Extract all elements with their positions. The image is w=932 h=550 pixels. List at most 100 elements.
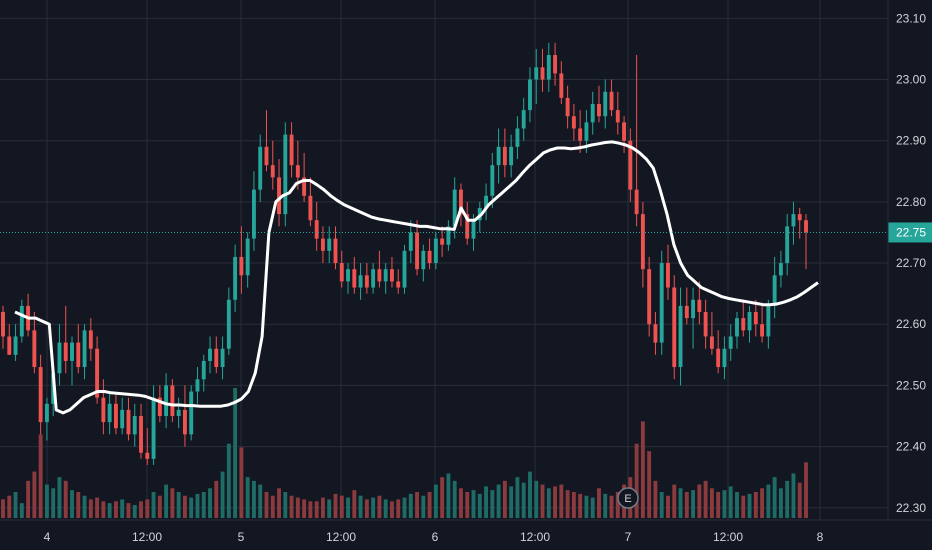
candle-body[interactable] xyxy=(151,397,156,459)
candle-body[interactable] xyxy=(452,189,457,227)
candle-body[interactable] xyxy=(70,342,74,361)
candle-body[interactable] xyxy=(521,110,526,129)
candle-body[interactable] xyxy=(346,269,350,282)
candle-body[interactable] xyxy=(314,220,319,239)
candle-body[interactable] xyxy=(402,250,407,288)
candle-body[interactable] xyxy=(546,55,551,80)
candle-body[interactable] xyxy=(189,391,194,435)
earnings-marker-icon[interactable] xyxy=(617,487,639,509)
candle-body[interactable] xyxy=(295,165,300,178)
candle-body[interactable] xyxy=(277,177,281,215)
candle-body[interactable] xyxy=(13,336,18,355)
candle-body[interactable] xyxy=(622,122,627,141)
candle-body[interactable] xyxy=(571,116,576,129)
candle-body[interactable] xyxy=(258,146,263,190)
candle-body[interactable] xyxy=(38,367,43,423)
candle-body[interactable] xyxy=(772,275,777,306)
candle-body[interactable] xyxy=(653,324,658,343)
candle-body[interactable] xyxy=(684,305,689,319)
candle-body[interactable] xyxy=(804,220,808,233)
candle-body[interactable] xyxy=(615,110,620,123)
candle-body[interactable] xyxy=(182,409,187,435)
candle-body[interactable] xyxy=(678,305,683,368)
candle-body[interactable] xyxy=(603,91,608,117)
candle-body[interactable] xyxy=(584,122,589,141)
candle-body[interactable] xyxy=(703,312,708,337)
candle-body[interactable] xyxy=(647,269,652,325)
candle-body[interactable] xyxy=(157,397,162,416)
candle-body[interactable] xyxy=(132,416,137,435)
candle-body[interactable] xyxy=(559,73,564,98)
candle-body[interactable] xyxy=(528,79,532,111)
candle-body[interactable] xyxy=(283,134,288,215)
candle-body[interactable] xyxy=(760,324,765,337)
candle-body[interactable] xyxy=(716,348,721,368)
candle-body[interactable] xyxy=(415,232,419,270)
candle-body[interactable] xyxy=(634,189,639,215)
candle-body[interactable] xyxy=(540,67,545,80)
earnings-event[interactable]: E xyxy=(617,487,639,509)
candle-body[interactable] xyxy=(666,263,670,288)
candle-body[interactable] xyxy=(176,409,181,416)
candle-body[interactable] xyxy=(496,146,501,166)
candle-body[interactable] xyxy=(797,214,802,221)
candle-body[interactable] xyxy=(766,305,771,337)
candle-body[interactable] xyxy=(1,312,5,337)
candle-body[interactable] xyxy=(239,256,244,276)
candle-body[interactable] xyxy=(459,189,463,215)
candle-body[interactable] xyxy=(101,397,106,423)
candle-body[interactable] xyxy=(697,299,702,312)
candle-body[interactable] xyxy=(709,336,714,349)
candle-body[interactable] xyxy=(164,385,169,416)
candle-body[interactable] xyxy=(628,140,633,190)
candle-body[interactable] xyxy=(465,214,470,239)
candle-body[interactable] xyxy=(226,299,231,349)
candle-body[interactable] xyxy=(753,312,758,325)
candle-body[interactable] xyxy=(19,305,24,337)
candle-body[interactable] xyxy=(421,250,426,270)
candle-body[interactable] xyxy=(44,403,49,423)
candle-body[interactable] xyxy=(32,330,37,368)
candle-body[interactable] xyxy=(339,263,344,282)
candle-body[interactable] xyxy=(433,238,438,264)
candle-body[interactable] xyxy=(195,379,200,392)
candle-body[interactable] xyxy=(509,146,514,166)
candle-body[interactable] xyxy=(120,409,125,429)
candle-body[interactable] xyxy=(785,226,790,264)
candle-body[interactable] xyxy=(82,330,87,368)
candle-body[interactable] xyxy=(145,452,150,459)
candle-body[interactable] xyxy=(735,318,739,337)
candle-body[interactable] xyxy=(88,330,93,349)
candle-body[interactable] xyxy=(126,409,131,435)
candle-body[interactable] xyxy=(440,238,445,245)
candle-body[interactable] xyxy=(427,250,432,264)
candle-body[interactable] xyxy=(233,256,238,300)
candle-body[interactable] xyxy=(107,403,112,423)
candle-body[interactable] xyxy=(321,238,325,251)
candle-body[interactable] xyxy=(446,226,451,245)
candle-body[interactable] xyxy=(691,299,696,319)
candle-body[interactable] xyxy=(364,275,369,288)
candle-body[interactable] xyxy=(220,348,225,368)
candle-body[interactable] xyxy=(208,348,212,361)
candle-body[interactable] xyxy=(597,104,601,117)
candle-body[interactable] xyxy=(565,97,570,117)
candle-body[interactable] xyxy=(659,263,664,343)
candles[interactable] xyxy=(1,42,808,465)
candle-body[interactable] xyxy=(270,165,275,178)
candle-body[interactable] xyxy=(578,128,583,141)
candle-body[interactable] xyxy=(747,312,752,331)
candle-body[interactable] xyxy=(333,238,338,264)
candle-body[interactable] xyxy=(471,220,476,239)
candle-body[interactable] xyxy=(396,281,401,288)
candle-body[interactable] xyxy=(383,269,388,282)
candle-body[interactable] xyxy=(408,232,413,251)
candle-body[interactable] xyxy=(672,287,677,368)
candle-body[interactable] xyxy=(302,177,307,196)
candle-body[interactable] xyxy=(722,348,727,368)
candle-body[interactable] xyxy=(139,416,143,453)
candle-body[interactable] xyxy=(640,214,645,270)
candle-body[interactable] xyxy=(484,195,488,208)
candle-body[interactable] xyxy=(95,348,100,398)
